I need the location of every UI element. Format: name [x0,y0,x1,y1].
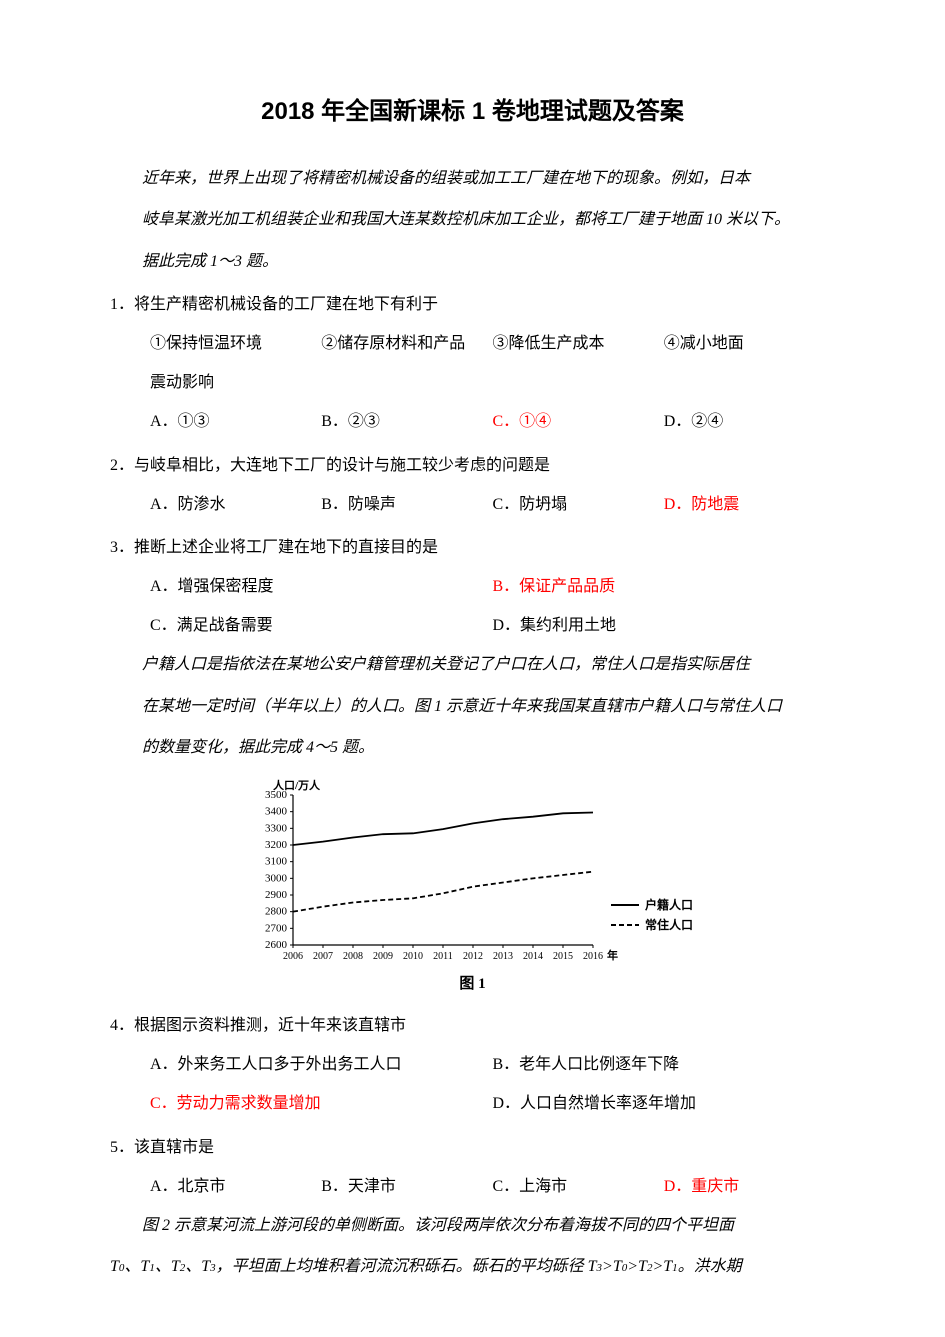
svg-text:2011: 2011 [433,951,453,962]
svg-text:2006: 2006 [283,951,303,962]
q4-A: A．外来务工人口多于外出务工人口 [150,1047,493,1082]
t-text: ，平坦面上均堆积着河流沉积砾石。砾石的平均砾径 T [216,1258,597,1275]
page-title: 2018 年全国新课标 1 卷地理试题及答案 [110,90,835,133]
q5-options: A．北京市 B．天津市 C．上海市 D．重庆市 [110,1169,835,1204]
q2-D: D．防地震 [664,487,835,522]
q2-stem: 2．与岐阜相比，大连地下工厂的设计与施工较少考虑的问题是 [110,448,835,483]
q4-options-row2: C．劳动力需求数量增加 D．人口自然增长率逐年增加 [110,1086,835,1121]
q1-options: A．①③ B．②③ C．①④ D．②④ [110,404,835,439]
passage1-line2: 岐阜某激光加工机组装企业和我国大连某数控机床加工企业，都将工厂建于地面 10 米… [110,202,835,237]
q4-options-row1: A．外来务工人口多于外出务工人口 B．老年人口比例逐年下降 [110,1047,835,1082]
q4-C: C．劳动力需求数量增加 [150,1086,493,1121]
svg-text:2600: 2600 [265,939,288,951]
q1-A: A．①③ [150,404,321,439]
svg-text:2010: 2010 [403,951,423,962]
chart1-svg: 人口/万人26002700280029003000310032003300340… [238,777,708,967]
svg-text:3300: 3300 [265,822,288,834]
q5-D: D．重庆市 [664,1169,835,1204]
passage2-line3: 的数量变化，据此完成 4～5 题。 [110,730,835,765]
svg-text:2007: 2007 [313,951,333,962]
svg-text:2008: 2008 [343,951,363,962]
passage1-line3: 据此完成 1～3 题。 [110,244,835,279]
q5-B: B．天津市 [321,1169,492,1204]
t-text: 、T [124,1258,149,1275]
q1-B: B．②③ [321,404,492,439]
svg-text:常住人口: 常住人口 [645,917,693,932]
svg-text:3200: 3200 [265,839,288,851]
svg-text:3500: 3500 [265,789,288,801]
q1-stem: 1．将生产精密机械设备的工厂建在地下有利于 [110,287,835,322]
q1-sub4: ④减小地面 [664,326,835,361]
q1-sub-cont: 震动影响 [110,365,835,400]
q3-D: D．集约利用土地 [493,608,836,643]
q1-D: D．②④ [664,404,835,439]
svg-text:2900: 2900 [265,889,288,901]
svg-text:2015: 2015 [553,951,573,962]
t-text: T [110,1258,119,1275]
q2-options: A．防渗水 B．防噪声 C．防坍塌 D．防地震 [110,487,835,522]
passage2-line2: 在某地一定时间（半年以上）的人口。图 1 示意近十年来我国某直辖市户籍人口与常住… [110,689,835,724]
svg-text:2012: 2012 [463,951,483,962]
q3-stem: 3．推断上述企业将工厂建在地下的直接目的是 [110,530,835,565]
q5-stem: 5．该直辖市是 [110,1130,835,1165]
chart1-container: 人口/万人26002700280029003000310032003300340… [110,777,835,967]
q2-B: B．防噪声 [321,487,492,522]
q3-B: B．保证产品品质 [493,569,836,604]
q1-subopts: ①保持恒温环境 ②储存原材料和产品 ③降低生产成本 ④减小地面 [110,326,835,361]
q4-B: B．老年人口比例逐年下降 [493,1047,836,1082]
svg-text:户籍人口: 户籍人口 [645,897,693,912]
q2-C: C．防坍塌 [493,487,664,522]
q5-C: C．上海市 [493,1169,664,1204]
svg-text:2700: 2700 [265,922,288,934]
q2-A: A．防渗水 [150,487,321,522]
passage3-line1: 图 2 示意某河流上游河段的单侧断面。该河段两岸依次分布着海拔不同的四个平坦面 [110,1208,835,1243]
svg-text:3000: 3000 [265,872,288,884]
q3-options-row2: C．满足战备需要 D．集约利用土地 [110,608,835,643]
t-text: 、T [185,1258,210,1275]
svg-text:2016: 2016 [583,951,603,962]
svg-text:3100: 3100 [265,856,288,868]
svg-text:2009: 2009 [373,951,393,962]
svg-text:2800: 2800 [265,906,288,918]
q1-sub2: ②储存原材料和产品 [321,326,492,361]
svg-text:2014: 2014 [523,951,543,962]
q4-D: D．人口自然增长率逐年增加 [493,1086,836,1121]
q3-A: A．增强保密程度 [150,569,493,604]
t-text: >T [627,1258,647,1275]
passage1-line1: 近年来，世界上出现了将精密机械设备的组装或加工工厂建在地下的现象。例如，日本 [110,161,835,196]
t-text: >T [602,1258,622,1275]
t-text: 、T [155,1258,180,1275]
q1-C: C．①④ [493,404,664,439]
svg-text:2013: 2013 [493,951,513,962]
q5-A: A．北京市 [150,1169,321,1204]
svg-text:3400: 3400 [265,806,288,818]
q1-sub1: ①保持恒温环境 [150,326,321,361]
q4-stem: 4．根据图示资料推测，近十年来该直辖市 [110,1008,835,1043]
t-text: >T [652,1258,672,1275]
passage3-line2: T0、T1、T2、T3，平坦面上均堆积着河流沉积砾石。砾石的平均砾径 T3>T0… [110,1249,835,1284]
svg-text:年: 年 [607,948,618,962]
q1-sub3: ③降低生产成本 [493,326,664,361]
passage2-line1: 户籍人口是指依法在某地公安户籍管理机关登记了户口在人口，常住人口是指实际居住 [110,647,835,682]
q3-options-row1: A．增强保密程度 B．保证产品品质 [110,569,835,604]
q3-C: C．满足战备需要 [150,608,493,643]
chart1-caption: 图 1 [110,971,835,998]
t-text: 。洪水期 [678,1258,742,1275]
